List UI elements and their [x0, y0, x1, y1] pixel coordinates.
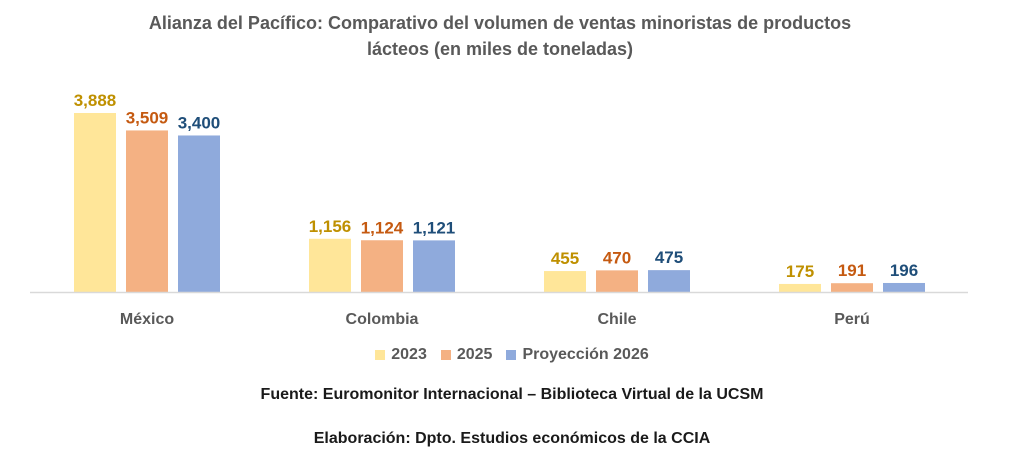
bar-chile-proyección-2026 — [648, 270, 690, 292]
legend-item-proyeccion-2026: Proyección 2026 — [506, 346, 649, 364]
bar-méxico-proyección-2026 — [178, 135, 220, 292]
legend-swatch-2023 — [375, 350, 386, 360]
data-label: 175 — [786, 262, 814, 281]
data-label: 1,121 — [413, 218, 456, 237]
bar-chart: 3,888 3,509 3,400 México 1,156 1,124 1,121 Colo… — [30, 91, 968, 328]
data-label: 470 — [603, 248, 631, 267]
data-label: 191 — [838, 261, 866, 280]
category-label: Colombia — [346, 311, 419, 328]
data-label: 1,156 — [309, 217, 352, 236]
legend: 2023 2025 Proyección 2026 — [0, 346, 1024, 364]
category-label: México — [120, 311, 174, 328]
category-label: Chile — [597, 311, 636, 328]
legend-item-2023: 2023 — [375, 346, 427, 364]
bar-méxico-2025 — [126, 130, 168, 292]
chart-title: Alianza del Pacífico: Comparativo del vo… — [0, 10, 1000, 62]
bar-colombia-2025 — [361, 240, 403, 292]
legend-label-2025: 2025 — [456, 346, 493, 363]
legend-label-2023: 2023 — [391, 346, 427, 363]
bar-perú-proyección-2026 — [883, 282, 925, 292]
data-label: 3,509 — [126, 108, 169, 127]
bar-colombia-2023 — [309, 238, 351, 292]
bar-perú-2025 — [831, 283, 873, 292]
source-note: Fuente: Euromonitor Internacional – Bibl… — [260, 386, 764, 403]
data-label: 475 — [655, 248, 683, 267]
elaboration-note: Elaboración: Dpto. Estudios económicos d… — [313, 430, 711, 447]
legend-label-proyeccion-2026: Proyección 2026 — [522, 346, 649, 363]
chart-title-line-1: Alianza del Pacífico: Comparativo del vo… — [148, 13, 852, 33]
data-label: 1,124 — [361, 218, 404, 237]
legend-swatch-2025 — [440, 350, 451, 360]
legend-swatch-proyeccion-2026 — [506, 350, 517, 360]
bar-méxico-2023 — [74, 113, 116, 292]
data-label: 196 — [890, 261, 918, 280]
data-label: 3,400 — [178, 113, 221, 132]
bar-chile-2025 — [596, 270, 638, 292]
bar-perú-2023 — [779, 283, 821, 292]
chart-title-line-2: lácteos (en miles de toneladas) — [366, 39, 634, 59]
data-label: 455 — [551, 249, 579, 268]
bar-chile-2023 — [544, 271, 586, 292]
category-label: Perú — [834, 311, 870, 328]
bar-colombia-proyección-2026 — [413, 240, 455, 292]
legend-item-2025: 2025 — [440, 346, 493, 364]
data-label: 3,888 — [74, 91, 117, 110]
